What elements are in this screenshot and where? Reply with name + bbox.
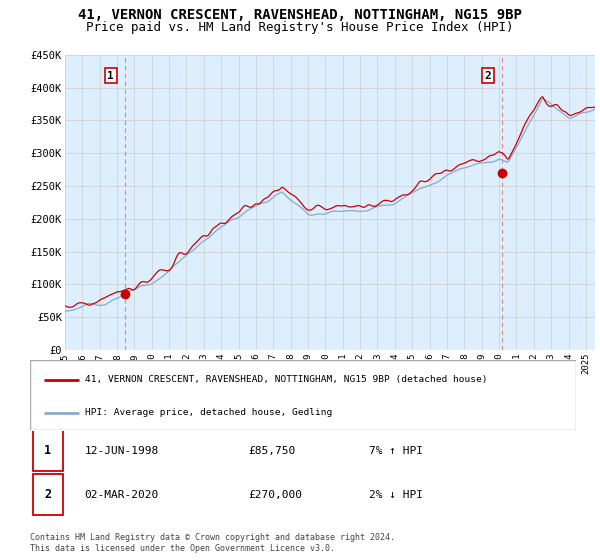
Text: Price paid vs. HM Land Registry's House Price Index (HPI): Price paid vs. HM Land Registry's House …: [86, 21, 514, 34]
Text: £270,000: £270,000: [248, 490, 302, 500]
Text: 1: 1: [44, 444, 52, 458]
Text: HPI: Average price, detached house, Gedling: HPI: Average price, detached house, Gedl…: [85, 408, 332, 417]
Text: 2: 2: [44, 488, 52, 501]
Text: 7% ↑ HPI: 7% ↑ HPI: [368, 446, 422, 456]
Bar: [33, 430, 63, 472]
Text: 02-MAR-2020: 02-MAR-2020: [85, 490, 159, 500]
Bar: [33, 474, 63, 515]
Text: 1: 1: [107, 71, 114, 81]
Text: 41, VERNON CRESCENT, RAVENSHEAD, NOTTINGHAM, NG15 9BP: 41, VERNON CRESCENT, RAVENSHEAD, NOTTING…: [78, 8, 522, 22]
Text: Contains HM Land Registry data © Crown copyright and database right 2024.
This d: Contains HM Land Registry data © Crown c…: [30, 533, 395, 553]
Text: £85,750: £85,750: [248, 446, 296, 456]
Text: 12-JUN-1998: 12-JUN-1998: [85, 446, 159, 456]
Text: 41, VERNON CRESCENT, RAVENSHEAD, NOTTINGHAM, NG15 9BP (detached house): 41, VERNON CRESCENT, RAVENSHEAD, NOTTING…: [85, 375, 487, 384]
Text: 2% ↓ HPI: 2% ↓ HPI: [368, 490, 422, 500]
Text: 2: 2: [485, 71, 491, 81]
